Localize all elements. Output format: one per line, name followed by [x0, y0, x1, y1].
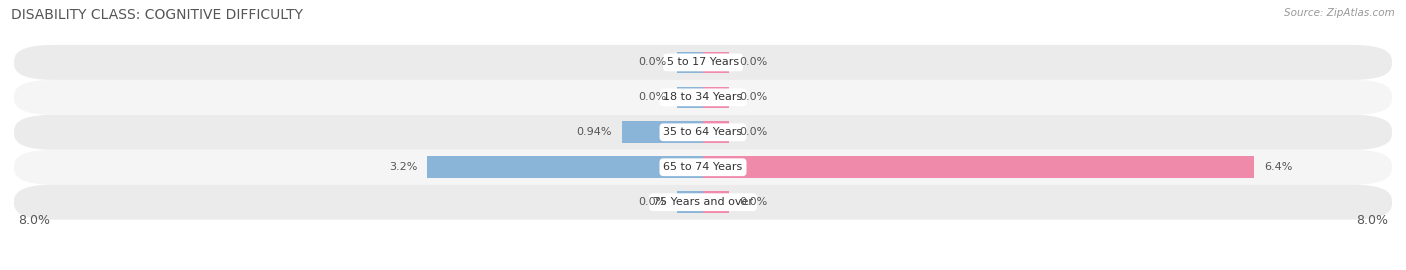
Bar: [703, 86, 728, 108]
Bar: [678, 86, 703, 108]
Bar: [678, 191, 703, 213]
Text: 0.0%: 0.0%: [638, 58, 666, 68]
Bar: [703, 52, 728, 73]
Text: 0.0%: 0.0%: [638, 197, 666, 207]
Text: DISABILITY CLASS: COGNITIVE DIFFICULTY: DISABILITY CLASS: COGNITIVE DIFFICULTY: [11, 8, 304, 22]
Text: 0.0%: 0.0%: [740, 92, 768, 102]
FancyBboxPatch shape: [14, 80, 1392, 115]
Text: 0.0%: 0.0%: [740, 197, 768, 207]
Bar: [703, 122, 728, 143]
Text: 3.2%: 3.2%: [388, 162, 418, 172]
Text: 65 to 74 Years: 65 to 74 Years: [664, 162, 742, 172]
Bar: [703, 191, 728, 213]
Text: 0.0%: 0.0%: [638, 92, 666, 102]
Text: 6.4%: 6.4%: [1264, 162, 1294, 172]
FancyBboxPatch shape: [14, 45, 1392, 80]
Text: 0.94%: 0.94%: [576, 127, 612, 137]
Text: 0.0%: 0.0%: [740, 58, 768, 68]
Text: Source: ZipAtlas.com: Source: ZipAtlas.com: [1284, 8, 1395, 18]
Bar: [703, 156, 1254, 178]
Bar: [678, 52, 703, 73]
Bar: [621, 122, 703, 143]
Text: 35 to 64 Years: 35 to 64 Years: [664, 127, 742, 137]
Text: 5 to 17 Years: 5 to 17 Years: [666, 58, 740, 68]
Text: 0.0%: 0.0%: [740, 127, 768, 137]
Bar: [427, 156, 703, 178]
FancyBboxPatch shape: [14, 115, 1392, 150]
Text: 8.0%: 8.0%: [18, 214, 51, 227]
Text: 75 Years and over: 75 Years and over: [652, 197, 754, 207]
FancyBboxPatch shape: [14, 185, 1392, 220]
FancyBboxPatch shape: [14, 150, 1392, 185]
Text: 18 to 34 Years: 18 to 34 Years: [664, 92, 742, 102]
Text: 8.0%: 8.0%: [1355, 214, 1388, 227]
